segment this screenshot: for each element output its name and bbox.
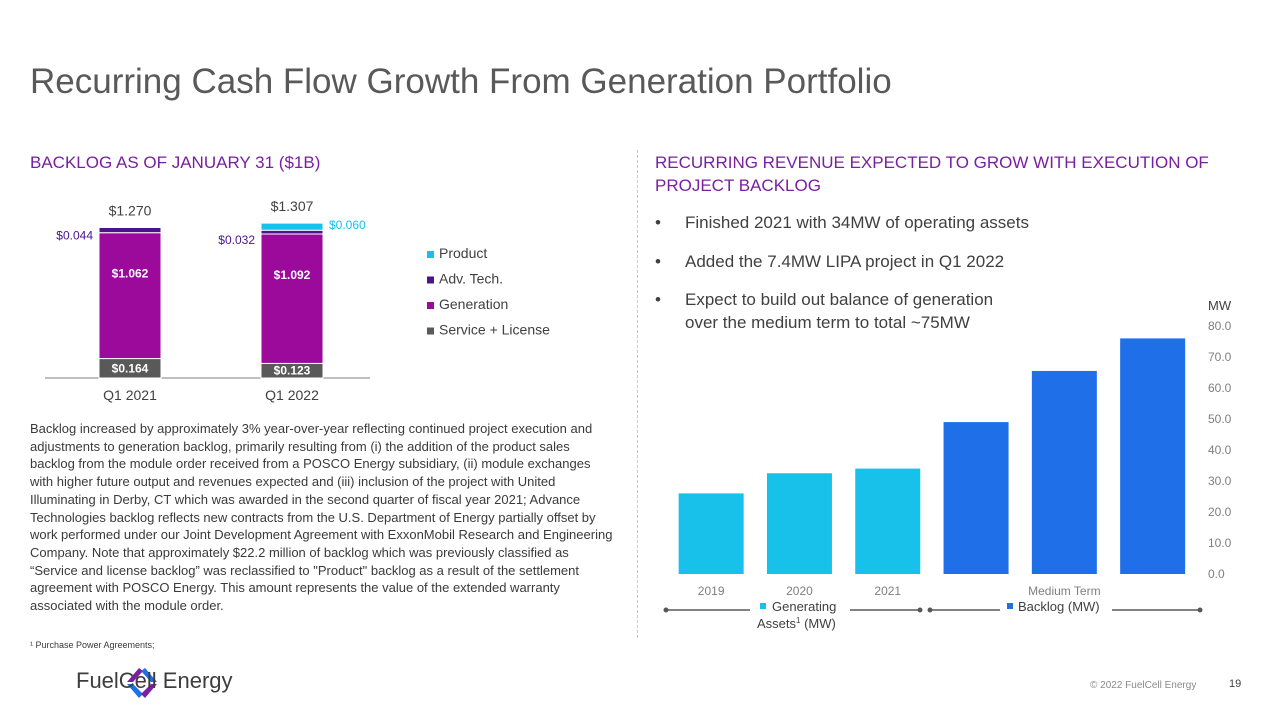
bar-total-label: $1.270 <box>109 202 152 218</box>
y-tick-label: 50.0 <box>1208 412 1232 426</box>
bar-segment-adv-tech <box>98 226 162 234</box>
y-tick-label: 20.0 <box>1208 505 1232 519</box>
bullet-dot: • <box>655 252 661 271</box>
bar-segment-product <box>260 222 324 231</box>
y-tick-label: 80.0 <box>1208 319 1232 333</box>
y-tick-label: 70.0 <box>1208 350 1232 364</box>
y-tick-label: 30.0 <box>1208 474 1232 488</box>
legend-entry: Service + License <box>439 322 550 338</box>
bar-generating-assets <box>855 468 921 574</box>
group-bracket-end <box>1197 607 1203 613</box>
bullet-text: Expect to build out balance of generatio… <box>685 290 994 309</box>
company-logo-text: FuelCell Energy <box>76 668 233 693</box>
page-number: 19 <box>1229 678 1242 690</box>
y-tick-label: 40.0 <box>1208 443 1232 457</box>
legend-entry: Product <box>439 245 487 261</box>
mw-bar-chart: 2019 2020 2021 Medium Term 0.0 10.0 20.0 30.0 40… <box>663 298 1232 631</box>
bullet-text: Finished 2021 with 34MW of operating ass… <box>685 213 1029 232</box>
bar-data-label: $0.060 <box>329 218 366 232</box>
group-bracket-end <box>917 607 923 613</box>
bar-data-label: $1.062 <box>112 267 149 281</box>
legend-swatch <box>427 276 434 284</box>
bar-generating-assets <box>678 493 744 574</box>
page-title: Recurring Cash Flow Growth From Generati… <box>30 62 892 101</box>
x-tick-label: Q1 2021 <box>103 387 157 403</box>
backlog-heading: BACKLOG AS OF JANUARY 31 ($1B) <box>30 153 321 172</box>
group-label-backlog: Backlog (MW) <box>1018 599 1100 614</box>
bar-segment-generation <box>260 233 324 364</box>
y-tick-label: 60.0 <box>1208 381 1232 395</box>
fuelcell-logo-icon <box>127 668 157 698</box>
legend-entry: Adv. Tech. <box>439 271 503 287</box>
footnote: ¹ Purchase Power Agreements; <box>30 640 155 650</box>
legend-swatch <box>427 302 434 309</box>
bar-segment-adv-tech <box>260 229 324 235</box>
bar-data-label: $0.044 <box>56 228 93 242</box>
x-tick-label: Q1 2022 <box>265 387 319 403</box>
legend-swatch <box>760 603 766 609</box>
legend-swatch <box>427 251 434 258</box>
bullet-dot: • <box>655 213 661 232</box>
y-axis-title: MW <box>1208 298 1232 313</box>
group-label-assets: Assets1 (MW) <box>757 616 836 631</box>
bullet-dot: • <box>655 290 661 309</box>
group-bracket-end <box>927 607 933 613</box>
bar-generating-assets <box>766 473 832 574</box>
bar-total-label: $1.307 <box>271 198 314 214</box>
y-tick-label: 10.0 <box>1208 536 1232 550</box>
bar-data-label: $0.164 <box>112 361 149 375</box>
bar-segment-generation <box>98 232 162 360</box>
x-tick-label: 2019 <box>698 584 725 598</box>
legend-swatch <box>427 327 434 335</box>
recurring-revenue-heading: RECURRING REVENUE EXPECTED TO GROW WITH … <box>655 153 1209 195</box>
bullet-text: Added the 7.4MW LIPA project in Q1 2022 <box>685 252 1005 271</box>
backlog-description: Backlog increased by approximately 3% ye… <box>30 421 613 614</box>
y-tick-label: 0.0 <box>1208 567 1225 581</box>
x-tick-label: 2020 <box>786 584 813 598</box>
bar-backlog <box>1120 338 1186 574</box>
x-tick-label: 2021 <box>874 584 901 598</box>
copyright-text: © 2022 FuelCell Energy <box>1090 680 1197 691</box>
x-tick-label: Medium Term <box>1028 584 1100 598</box>
group-label-bg <box>750 601 850 629</box>
bar-backlog <box>1031 370 1097 574</box>
bullet-text: over the medium term to total ~75MW <box>685 313 970 332</box>
bar-backlog <box>943 422 1009 574</box>
group-label-bg <box>1000 601 1112 617</box>
bar-data-label: $0.032 <box>218 233 255 247</box>
group-bracket-end <box>663 607 669 613</box>
section-divider <box>637 150 638 638</box>
bar-data-label: $0.123 <box>274 364 311 378</box>
backlog-stacked-bar-chart: $0.164 $1.062 $0.044 $1.270 Q1 2021 $0.123 $1.… <box>45 198 550 403</box>
group-label-generating: Generating <box>772 599 836 614</box>
legend-swatch <box>1007 603 1013 609</box>
bar-data-label: $1.092 <box>274 268 311 282</box>
legend-entry: Generation <box>439 296 508 312</box>
